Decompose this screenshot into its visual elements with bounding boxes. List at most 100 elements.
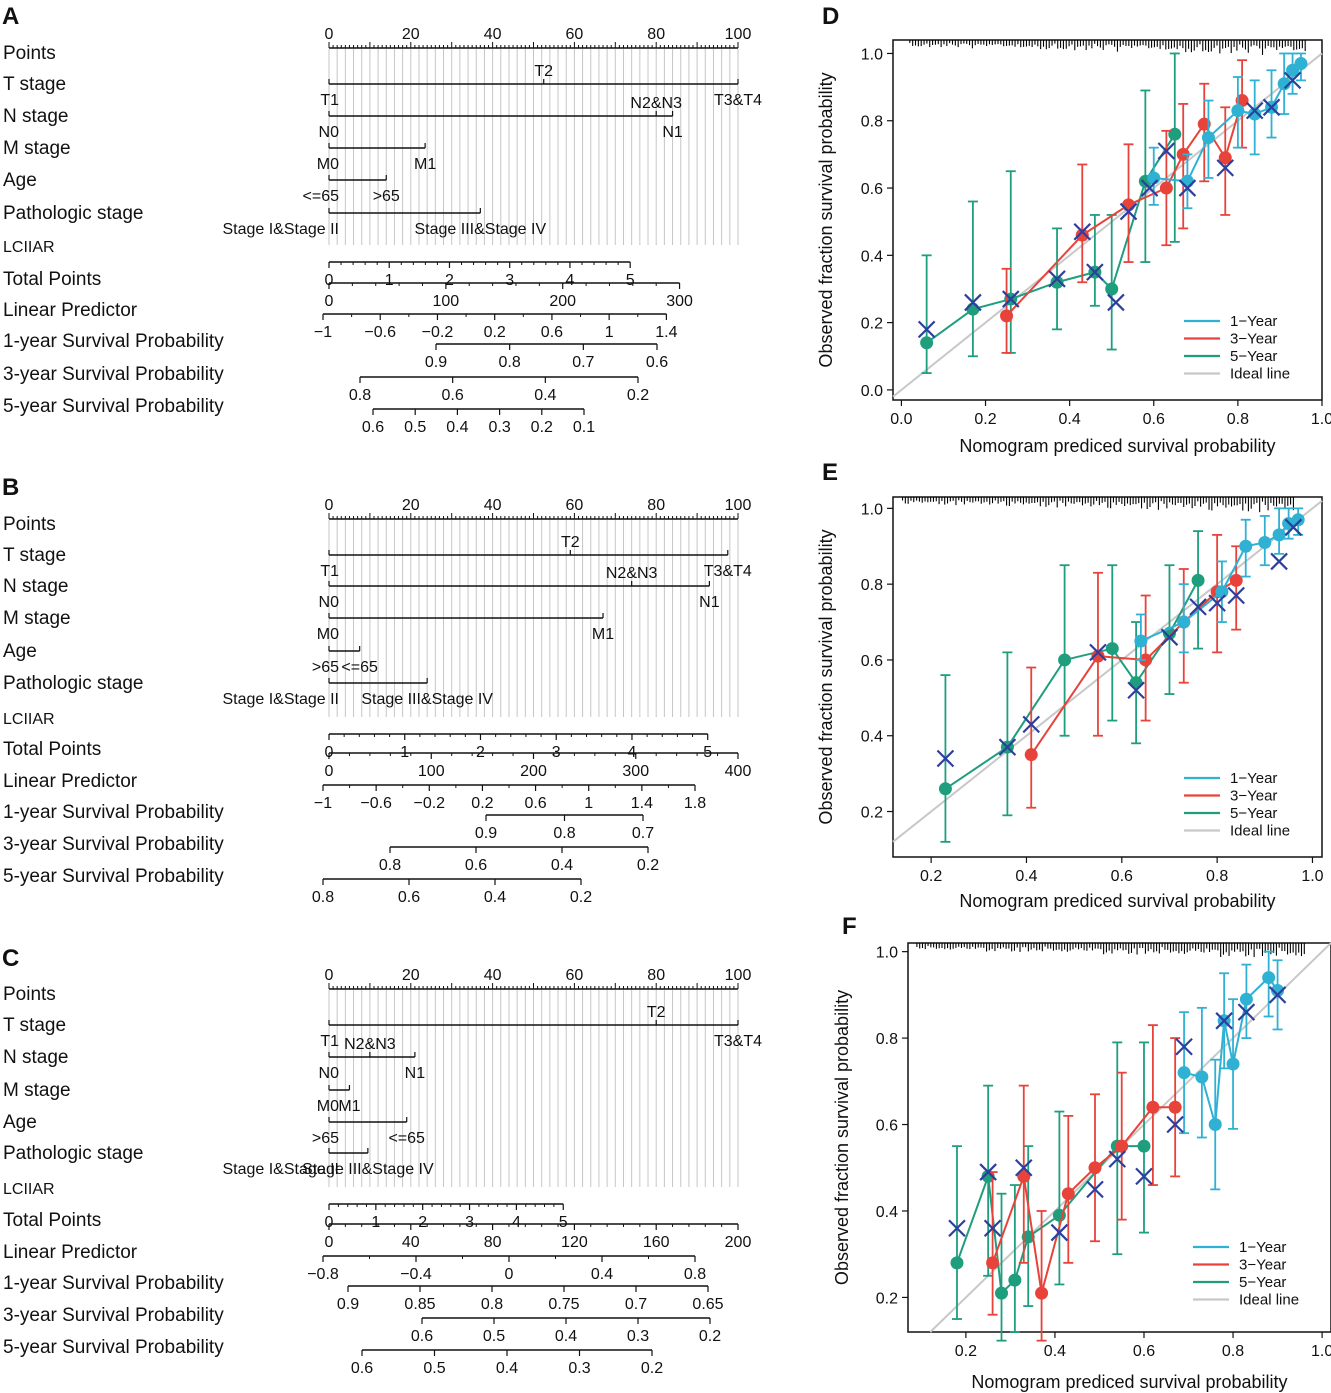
data-point <box>1091 649 1105 663</box>
row-label: Total Points <box>3 1210 101 1231</box>
row-label: T stage <box>3 1015 66 1036</box>
points-tick-label: 60 <box>566 967 584 984</box>
data-point <box>986 1256 1000 1270</box>
data-point <box>1168 1100 1182 1114</box>
observed-cross <box>1119 202 1138 221</box>
row-label: Points <box>3 514 56 535</box>
row-label: LCIIAR <box>3 239 55 256</box>
lciiar-tick-label: 3 <box>465 1214 474 1231</box>
observed-cross <box>1001 290 1020 308</box>
observed-cross <box>1166 1115 1184 1134</box>
lciiar-tick-label: 1 <box>385 272 394 289</box>
survival-tick-label: 0.6 <box>646 354 668 371</box>
x-tick-label: 0.8 <box>1222 1343 1244 1360</box>
observed-cross <box>1086 1180 1104 1199</box>
data-point <box>1208 1118 1222 1132</box>
level-label: M0 <box>317 156 339 173</box>
level-label: N0 <box>319 1065 340 1082</box>
legend-label: 1−Year <box>1230 770 1277 787</box>
linear-predictor-tick-label: 1 <box>584 795 593 812</box>
observed-cross <box>1086 263 1104 281</box>
survival-tick-label: 0.6 <box>442 387 464 404</box>
survival-tick-label: 0.7 <box>632 825 654 842</box>
points-tick-label: 60 <box>566 497 584 514</box>
data-point <box>1239 992 1253 1006</box>
data-point <box>1021 1230 1035 1244</box>
survival-tick-label: 0.6 <box>465 857 487 874</box>
observed-cross <box>979 1163 997 1181</box>
row-label: Linear Predictor <box>3 771 138 792</box>
observed-cross <box>1216 159 1235 177</box>
observed-cross <box>1245 101 1264 120</box>
survival-tick-label: 0.8 <box>553 825 575 842</box>
y-axis-title: Observed fraction survival probability <box>832 990 852 1285</box>
observed-cross <box>936 749 955 768</box>
observed-cross <box>1108 1150 1127 1168</box>
data-point <box>966 302 980 316</box>
level-label: T3&T4 <box>714 92 762 109</box>
nomogram-panel-a: Points T stage N stage M stage Age Pathologic… <box>3 26 762 436</box>
survival-tick-label: 0.65 <box>692 1296 723 1313</box>
survival-tick-label: 0.4 <box>534 387 556 404</box>
data-point <box>1239 539 1253 553</box>
level-label: N1 <box>405 1065 426 1082</box>
points-tick-label: 80 <box>647 967 665 984</box>
series-line <box>944 579 1199 790</box>
observed-cross <box>1262 98 1281 117</box>
survival-tick-label: 0.75 <box>548 1296 579 1313</box>
data-point <box>1248 107 1262 121</box>
points-tick-label: 20 <box>402 967 420 984</box>
points-tick-label: 80 <box>647 497 665 514</box>
observed-cross <box>1227 586 1245 605</box>
row-label: LCIIAR <box>3 1181 55 1198</box>
observed-cross <box>1270 552 1288 571</box>
legend-box <box>1178 764 1318 840</box>
total-points-tick-label: 40 <box>402 1234 420 1251</box>
data-point <box>1177 615 1191 629</box>
lciiar-tick-label: 4 <box>565 272 574 289</box>
legend-label: Ideal line <box>1239 1292 1299 1309</box>
x-tick-label: 0.2 <box>920 868 942 885</box>
points-tick-label: 0 <box>325 497 334 514</box>
survival-tick-label: 0.85 <box>404 1296 435 1313</box>
total-points-tick-label: 300 <box>666 293 693 310</box>
points-tick-label: 80 <box>647 26 665 43</box>
total-points-tick-label: 400 <box>725 763 752 780</box>
x-tick-label: 0.6 <box>1143 411 1165 428</box>
x-tick-label: 1.0 <box>1311 1343 1331 1360</box>
row-label: M stage <box>3 1080 71 1101</box>
linear-predictor-tick-label: −0.2 <box>413 795 445 812</box>
observed-cross <box>948 1219 966 1238</box>
row-label: T stage <box>3 74 66 95</box>
y-tick-label: 1.0 <box>861 46 883 63</box>
level-label: N2&N3 <box>606 565 658 582</box>
points-tick-label: 100 <box>725 26 752 43</box>
legend-label: 5−Year <box>1230 805 1277 822</box>
plot-frame <box>907 942 1331 1333</box>
legend-label: 1−Year <box>1230 313 1277 330</box>
lciiar-tick-label: 5 <box>626 272 635 289</box>
row-label: Points <box>3 984 56 1005</box>
y-tick-label: 0.8 <box>861 114 883 131</box>
survival-tick-label: 0.4 <box>484 889 506 906</box>
total-points-tick-label: 80 <box>484 1234 502 1251</box>
survival-tick-label: 0.4 <box>496 1360 518 1377</box>
survival-tick-label: 0.3 <box>488 419 510 436</box>
data-point <box>1024 748 1038 762</box>
level-label: >65 <box>373 188 400 205</box>
data-point <box>1258 535 1272 549</box>
observed-cross <box>1073 222 1092 241</box>
level-label: Stage III&Stage IV <box>302 1161 434 1178</box>
y-tick-label: 0.4 <box>876 1204 898 1221</box>
survival-tick-label: 0.9 <box>475 825 497 842</box>
y-tick-label: 1.0 <box>861 501 883 518</box>
row-label: Linear Predictor <box>3 300 138 321</box>
data-point <box>1000 309 1014 323</box>
data-point <box>1122 198 1136 212</box>
data-point <box>1017 1169 1031 1183</box>
survival-tick-label: 0.8 <box>349 387 371 404</box>
y-tick-label: 0.2 <box>861 805 883 822</box>
survival-tick-label: 0.4 <box>551 857 573 874</box>
points-tick-label: 20 <box>402 26 420 43</box>
row-label: Pathologic stage <box>3 1143 144 1164</box>
